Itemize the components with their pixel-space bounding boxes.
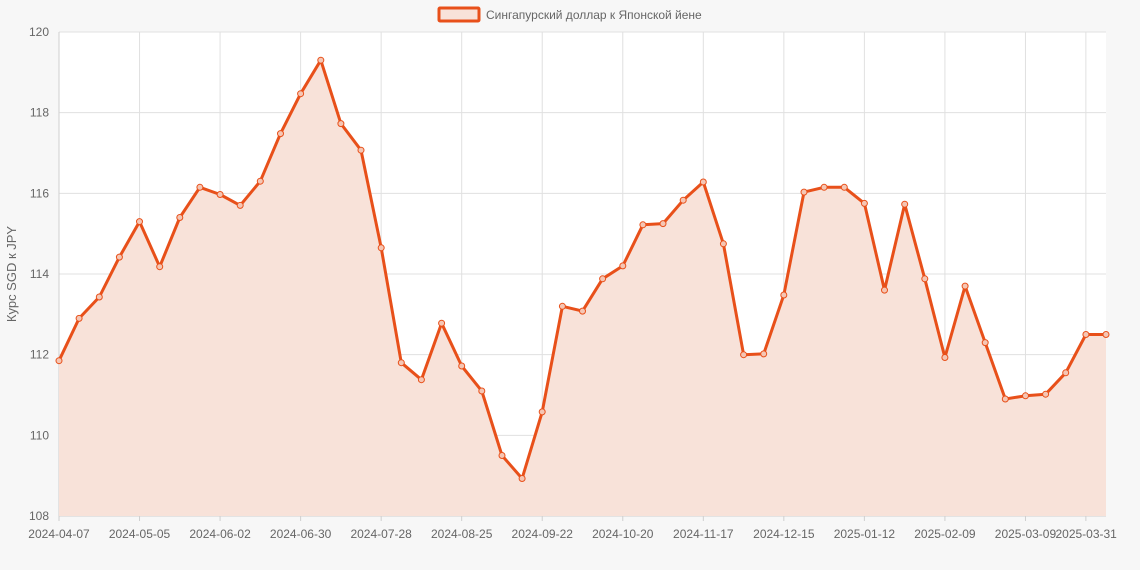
x-tick-label: 2025-01-12	[834, 527, 896, 541]
data-point[interactable]	[1042, 390, 1050, 398]
data-point[interactable]	[478, 387, 486, 395]
x-tick-label: 2024-06-30	[270, 527, 332, 541]
data-point[interactable]	[558, 302, 566, 310]
data-point[interactable]	[115, 253, 123, 261]
data-point[interactable]	[136, 218, 143, 226]
y-tick-label: 108	[29, 509, 49, 523]
data-point[interactable]	[438, 319, 446, 327]
data-point[interactable]	[679, 196, 687, 204]
data-point[interactable]	[176, 214, 184, 221]
data-point[interactable]	[397, 359, 405, 367]
x-tick-label: 2024-10-20	[592, 527, 654, 541]
x-tick-label: 2024-12-15	[753, 527, 815, 541]
data-point[interactable]	[820, 183, 828, 191]
y-axis-ticks: 108 110 112 114 116 118 120	[29, 25, 49, 523]
x-tick-label: 2024-08-25	[431, 527, 493, 541]
y-tick-label: 112	[30, 348, 49, 362]
y-tick-label: 118	[30, 106, 49, 120]
data-point[interactable]	[1062, 369, 1070, 377]
x-tick-label: 2024-05-05	[109, 527, 171, 541]
y-axis-title: Курс SGD к JPY	[4, 226, 19, 323]
y-tick-label: 120	[29, 25, 49, 39]
data-point[interactable]	[498, 452, 506, 459]
data-point[interactable]	[337, 120, 345, 128]
data-point[interactable]	[156, 263, 164, 271]
x-tick-label: 2024-09-22	[512, 527, 574, 541]
data-point[interactable]	[357, 146, 365, 154]
data-point[interactable]	[840, 183, 848, 191]
data-point[interactable]	[619, 262, 627, 270]
data-point[interactable]	[256, 177, 264, 185]
data-point[interactable]	[538, 408, 546, 416]
data-point[interactable]	[95, 293, 103, 301]
data-point[interactable]	[1022, 392, 1029, 400]
data-point[interactable]	[780, 291, 788, 299]
data-point[interactable]	[860, 199, 868, 207]
series-area-fill	[59, 60, 1106, 516]
data-point[interactable]	[639, 221, 647, 229]
data-point[interactable]	[921, 275, 929, 283]
series-points	[55, 56, 1110, 482]
x-tick-label: 2024-11-17	[673, 527, 734, 541]
data-point[interactable]	[75, 314, 83, 322]
data-point[interactable]	[297, 90, 305, 98]
data-point[interactable]	[961, 282, 969, 290]
data-point[interactable]	[216, 191, 224, 198]
data-point[interactable]	[760, 350, 768, 358]
y-tick-label: 110	[30, 428, 49, 442]
data-point[interactable]	[981, 339, 989, 347]
x-tick-label: 2024-07-28	[350, 527, 412, 541]
legend-label: Сингапурский доллар к Японской йене	[486, 8, 702, 22]
data-point[interactable]	[55, 357, 63, 365]
data-point[interactable]	[941, 354, 949, 361]
series-area	[59, 60, 1106, 516]
data-point[interactable]	[579, 307, 586, 315]
data-point[interactable]	[518, 475, 526, 482]
legend[interactable]: Сингапурский доллар к Японской йене	[437, 6, 702, 23]
data-point[interactable]	[800, 188, 808, 196]
x-tick-label: 2024-04-07	[28, 527, 90, 541]
x-axis-ticks: 2024-04-07 2024-05-05 2024-06-02 2024-06-30…	[28, 527, 1117, 541]
data-point[interactable]	[458, 362, 466, 370]
y-tick-label: 116	[30, 186, 49, 200]
x-tick-label: 2025-03-09	[995, 527, 1057, 541]
legend-swatch	[437, 6, 481, 23]
data-point[interactable]	[196, 183, 204, 191]
data-point[interactable]	[901, 200, 909, 208]
data-point[interactable]	[719, 240, 727, 248]
data-point[interactable]	[599, 275, 607, 283]
y-tick-label: 114	[30, 267, 49, 281]
data-point[interactable]	[417, 376, 425, 384]
data-point[interactable]	[317, 56, 325, 64]
data-point[interactable]	[1102, 331, 1110, 338]
x-tick-label: 2025-03-31	[1055, 527, 1117, 541]
data-point[interactable]	[377, 244, 385, 252]
data-point[interactable]	[699, 178, 707, 186]
data-point[interactable]	[659, 220, 667, 228]
data-point[interactable]	[881, 286, 888, 294]
x-tick-label: 2025-02-09	[914, 527, 976, 541]
data-point[interactable]	[740, 351, 748, 359]
data-point[interactable]	[1082, 331, 1090, 338]
data-point[interactable]	[1001, 395, 1009, 403]
data-point[interactable]	[277, 130, 284, 138]
x-tick-label: 2024-06-02	[189, 527, 251, 541]
data-point[interactable]	[236, 201, 244, 209]
